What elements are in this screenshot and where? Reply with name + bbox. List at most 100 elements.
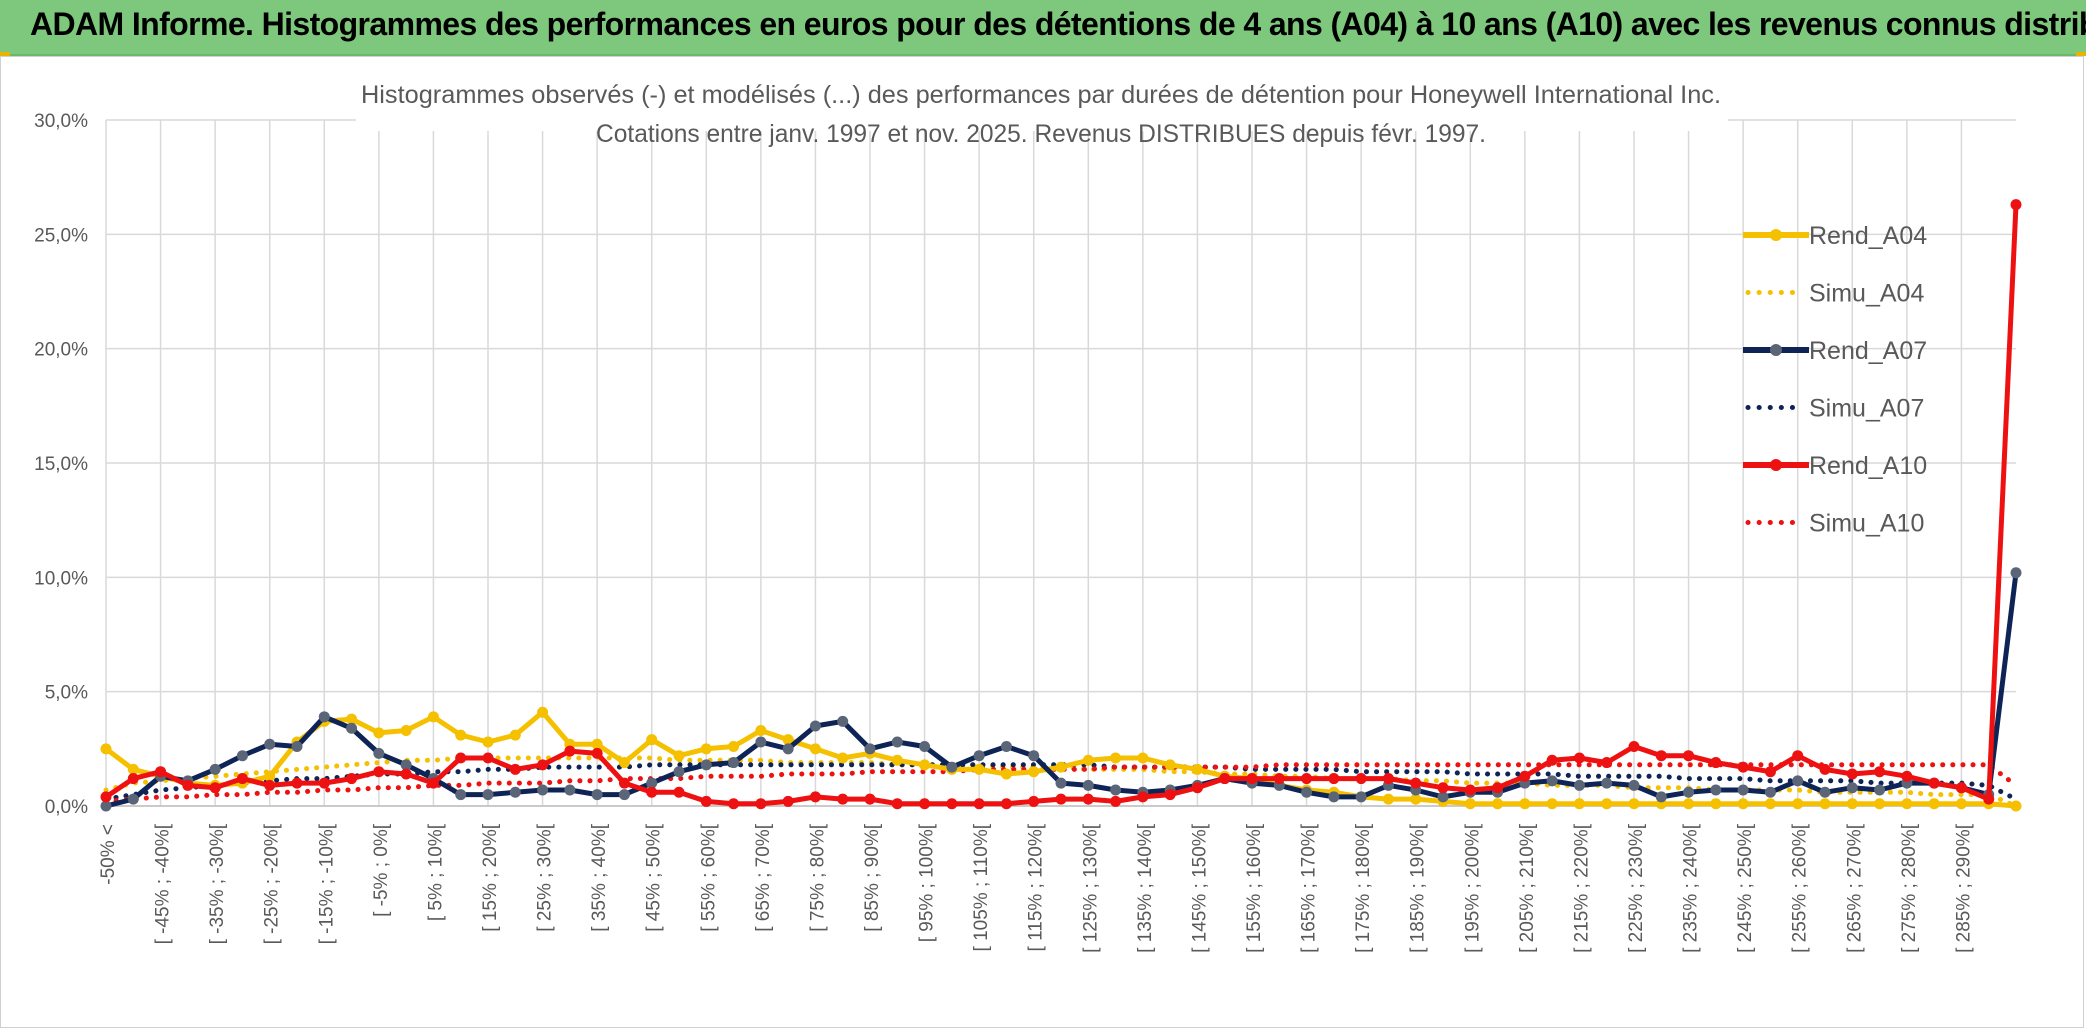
legend-label: Rend_A04 (1809, 222, 1927, 250)
chart-title: Histogrammes observés (-) et modélisés (… (361, 81, 1721, 109)
x-tick-label: [ 235% ; 240%[ (1681, 823, 1702, 953)
data-point (891, 798, 903, 810)
data-point (1055, 761, 1067, 773)
data-point (1437, 782, 1449, 794)
data-point (1601, 798, 1613, 810)
data-point (809, 791, 821, 803)
data-point (1737, 761, 1749, 773)
data-point (1546, 754, 1558, 766)
data-point (1764, 786, 1776, 798)
data-point (427, 777, 439, 789)
y-tick-label: 30,0% (34, 111, 88, 132)
x-tick-label: [ 25% ; 30%[ (535, 823, 556, 931)
data-point (1164, 789, 1176, 801)
data-point (346, 773, 358, 785)
data-point (1983, 793, 1995, 805)
data-point (1082, 779, 1094, 791)
data-point (646, 777, 658, 789)
data-point (782, 743, 794, 755)
data-point (1546, 798, 1558, 810)
data-point (1737, 798, 1749, 810)
data-point (673, 766, 685, 778)
data-point (318, 777, 330, 789)
data-point (1792, 798, 1804, 810)
data-point (1382, 773, 1394, 785)
data-point (591, 747, 603, 759)
gridlines (105, 119, 2016, 807)
data-point (400, 725, 412, 737)
data-point (1301, 773, 1313, 785)
legend: Rend_A04 Simu_A04 Rend_A07 Simu_A07 Rend_A10… (1743, 222, 1927, 538)
x-axis-ticks: -50% < [ -45% ; -40%[[ -35% ; -30%[[ -25%… (98, 823, 1974, 953)
data-point (127, 763, 139, 775)
x-tick-label: [ 265% ; 270%[ (1844, 823, 1865, 953)
data-point (373, 747, 385, 759)
data-point (782, 795, 794, 807)
legend-label: Simu_A04 (1809, 280, 1924, 308)
data-point (646, 734, 658, 746)
data-point (1601, 777, 1613, 789)
data-point (1792, 775, 1804, 787)
data-point (755, 736, 767, 748)
x-tick-label: [ 215% ; 220%[ (1571, 823, 1592, 953)
data-point (100, 743, 112, 755)
data-point (1410, 793, 1422, 805)
data-point (291, 741, 303, 753)
series-rend-a10 (100, 199, 2022, 810)
data-point (891, 736, 903, 748)
data-point (482, 752, 494, 764)
data-point (700, 759, 712, 771)
data-point (973, 763, 985, 775)
data-point (236, 773, 248, 785)
title-backdrop (356, 63, 1728, 131)
legend-item-simu-a10: Simu_A10 (1745, 510, 1924, 538)
data-point (1082, 754, 1094, 766)
series-line-rend-a10 (104, 204, 2019, 807)
data-point (291, 777, 303, 789)
x-tick-label: [ 85% ; 90%[ (862, 823, 883, 931)
data-point (1928, 777, 1940, 789)
data-point (2010, 800, 2022, 812)
legend-item-rend-a10: Rend_A10 (1743, 452, 1927, 480)
data-point (1819, 786, 1831, 798)
data-point (591, 789, 603, 801)
x-tick-label: [ 115% ; 120%[ (1026, 823, 1047, 951)
series-simu-a07 (103, 762, 2019, 802)
data-point (537, 706, 549, 718)
data-point (182, 779, 194, 791)
data-point (700, 795, 712, 807)
data-point (755, 725, 767, 737)
data-point (591, 738, 603, 750)
data-point (891, 754, 903, 766)
data-point (1819, 798, 1831, 810)
data-point (1000, 798, 1012, 810)
data-point (1219, 773, 1231, 785)
data-point (1901, 798, 1913, 810)
data-point (782, 734, 794, 746)
data-point (100, 800, 112, 812)
legend-item-simu-a04: Simu_A04 (1745, 280, 1924, 308)
y-axis-ticks: 0,0% 5,0% 10,0% 15,0% 20,0% 25,0% 30,0% (34, 111, 88, 818)
data-point (1573, 779, 1585, 791)
data-point (100, 791, 112, 803)
data-point (1028, 766, 1040, 778)
data-point (264, 770, 276, 782)
data-point (564, 784, 576, 796)
data-point (919, 798, 931, 810)
data-point (1710, 784, 1722, 796)
y-tick-label: 15,0% (34, 454, 88, 475)
data-point (1628, 798, 1640, 810)
data-point (1928, 798, 1940, 810)
data-point (646, 786, 658, 798)
data-point (209, 782, 221, 794)
x-tick-label: [ -35% ; -30%[ (207, 823, 228, 944)
data-point (1164, 759, 1176, 771)
x-tick-label: [ 165% ; 170%[ (1299, 823, 1320, 953)
data-point (1846, 798, 1858, 810)
legend-item-rend-a07: Rend_A07 (1743, 337, 1927, 365)
data-point (127, 773, 139, 785)
data-point (1191, 763, 1203, 775)
data-point (1301, 786, 1313, 798)
legend-label: Rend_A07 (1809, 337, 1927, 365)
data-point (618, 789, 630, 801)
